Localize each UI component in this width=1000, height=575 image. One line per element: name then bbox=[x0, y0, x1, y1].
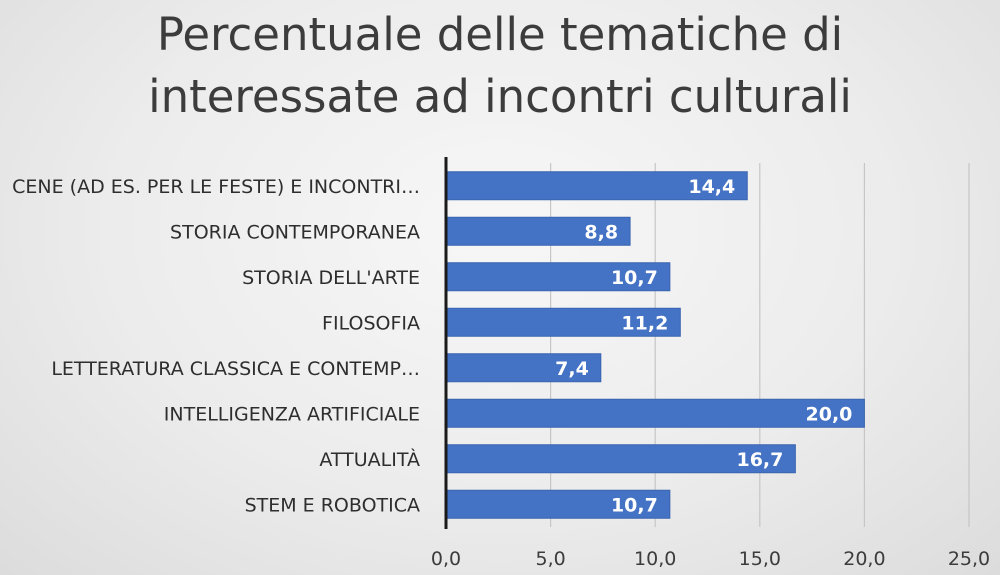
category-label: ATTUALITÀ bbox=[319, 448, 420, 471]
chart-title-line-1: Percentuale delle tematiche di bbox=[156, 8, 844, 61]
data-label: 20,0 bbox=[806, 403, 853, 425]
data-label: 10,7 bbox=[611, 267, 658, 289]
x-tick-label: 10,0 bbox=[634, 548, 676, 570]
data-label: 8,8 bbox=[584, 221, 618, 243]
x-tick-label: 15,0 bbox=[739, 548, 781, 570]
chart-title-line-2: interessate ad incontri culturali bbox=[148, 70, 852, 123]
category-label: FILOSOFIA bbox=[322, 312, 420, 334]
bar bbox=[445, 307, 681, 337]
x-tick-label: 20,0 bbox=[843, 548, 885, 570]
bar bbox=[445, 353, 602, 383]
bar bbox=[445, 171, 748, 201]
data-label: 11,2 bbox=[621, 312, 668, 334]
category-label: STORIA CONTEMPORANEA bbox=[170, 221, 420, 243]
data-label: 7,4 bbox=[555, 358, 589, 380]
bar bbox=[445, 398, 865, 428]
category-label: STEM E ROBOTICA bbox=[245, 494, 420, 516]
category-label: STORIA DELL'ARTE bbox=[242, 267, 420, 289]
category-label: LETTERATURA CLASSICA E CONTEMP… bbox=[51, 358, 420, 380]
data-label: 10,7 bbox=[611, 494, 658, 516]
data-label: 14,4 bbox=[688, 176, 735, 198]
bar bbox=[445, 216, 631, 246]
data-label: 16,7 bbox=[736, 449, 783, 471]
chart-title: Percentuale delle tematiche di interessa… bbox=[0, 4, 1000, 128]
x-tick-label: 25,0 bbox=[948, 548, 990, 570]
x-tick-label: 5,0 bbox=[535, 548, 565, 570]
bar bbox=[445, 444, 796, 474]
bar bbox=[445, 489, 671, 519]
category-label: CENE (AD ES. PER LE FESTE) E INCONTRI… bbox=[12, 176, 420, 198]
x-tick-label: 0,0 bbox=[431, 548, 461, 570]
category-label: INTELLIGENZA ARTIFICIALE bbox=[164, 403, 420, 425]
